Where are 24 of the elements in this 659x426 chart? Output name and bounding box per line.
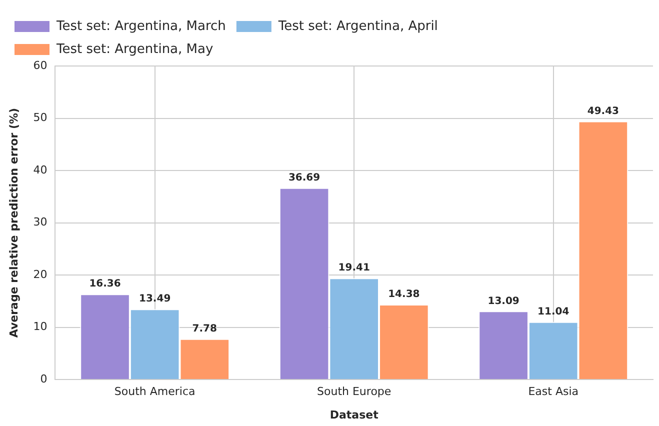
y-tick-label: 40	[33, 163, 48, 176]
y-tick-label: 50	[33, 111, 48, 124]
legend-label: Test set: Argentina, March	[56, 18, 226, 34]
data-label: 13.49	[139, 294, 171, 305]
y-tick-label: 0	[40, 372, 48, 386]
y-tick-label: 20	[33, 268, 48, 281]
y-tick-label: 30	[33, 216, 48, 229]
data-label: 11.04	[538, 306, 570, 318]
legend-label: Test set: Argentina, April	[277, 18, 438, 34]
data-label: 14.38	[388, 289, 420, 300]
y-tick-label: 10	[33, 320, 48, 334]
data-label: 7.78	[192, 324, 218, 335]
y-tick-label: 60	[33, 58, 48, 72]
x-axis-title: Dataset	[330, 408, 378, 422]
x-tick-label: East Asia	[528, 385, 579, 398]
y-axis-title: Average relative prediction error (%)	[7, 108, 20, 338]
data-label: 13.09	[488, 296, 520, 307]
x-tick-label: South Europe	[317, 385, 392, 398]
x-tick-label: South America	[114, 385, 196, 398]
data-label: 49.43	[587, 106, 620, 117]
data-label: 16.36	[89, 278, 121, 290]
legend-label: Test set: Argentina, May	[56, 42, 214, 57]
data-label: 36.69	[288, 172, 320, 184]
data-label: 19.41	[338, 262, 370, 274]
